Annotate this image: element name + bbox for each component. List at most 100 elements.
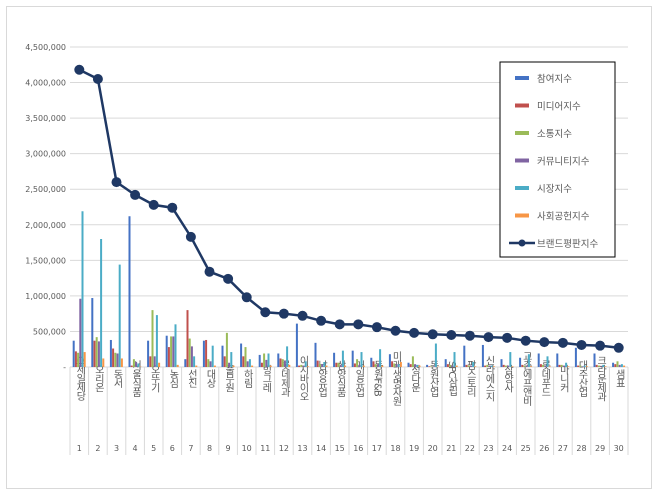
bar-3 [281,359,284,367]
brand-index-point [223,273,234,284]
y-tick-label: 1,500,000 [25,256,66,265]
legend-label: 참여지수 [537,73,572,85]
legend-swatch [515,76,529,80]
bar-5 [583,365,586,367]
bar-2 [130,365,133,367]
category-label: 빙그레 [260,364,272,393]
category-label: SPC삼립 [446,361,458,396]
bar-1 [463,345,466,367]
brand-index-point [595,340,606,351]
bar-6 [604,366,607,367]
y-tick-label: 4,500,000 [25,43,66,52]
bar-5 [230,352,233,367]
rank-label: 12 [279,444,289,453]
bar-2 [353,363,356,367]
bar-4 [469,365,472,367]
legend-marker [518,239,526,247]
bar-3 [542,364,545,367]
category-label: 동원F&B [371,360,383,397]
bar-2 [391,361,394,367]
bar-1 [128,216,131,367]
rank-label: 27 [558,444,568,453]
bar-6 [195,365,198,367]
bar-3 [597,365,600,367]
legend-swatch [515,158,529,163]
category-label: 크라운제과 [595,356,607,403]
bar-6 [232,365,235,367]
brand-index-point [111,177,122,188]
bar-4 [246,361,249,367]
bar-3 [151,310,154,367]
bar-1 [500,359,503,367]
bar-4 [302,365,305,367]
bar-6 [83,352,86,367]
bar-5 [100,239,103,367]
bar-5 [81,211,84,367]
bar-3 [356,359,359,367]
brand-index-point [427,329,438,340]
rank-label: 4 [133,444,138,453]
brand-index-point [204,266,215,277]
bar-6 [585,366,588,367]
category-label: 이지바이오 [297,355,309,400]
bar-2 [372,361,375,367]
bar-2 [539,364,542,367]
bar-4 [339,364,342,367]
bar-2 [112,348,115,367]
bar-3 [77,352,80,367]
category-label: 대주산업 [576,360,588,397]
bar-5 [397,364,400,367]
bar-3 [393,363,396,367]
bar-1 [444,359,447,367]
bar-4 [600,366,603,367]
rank-label: 18 [390,444,400,453]
bar-2 [409,364,412,367]
bar-4 [618,364,621,367]
bar-1 [295,323,298,367]
bar-1 [165,335,168,367]
category-label: 서울식품 [130,360,142,397]
rank-label: 13 [297,444,307,453]
legend-label: 미디어지수 [537,102,581,113]
category-label: 정다운 [409,364,421,392]
bar-3 [170,336,173,367]
brand-index-point [557,337,568,348]
bar-2 [186,310,189,367]
bar-3 [579,365,582,367]
bar-2 [521,364,524,367]
bar-4 [581,366,584,367]
category-label: 팜스토리 [464,360,476,398]
bar-5 [416,364,419,367]
bar-4 [79,298,82,367]
category-label: 교촌에프앤비 [520,351,532,407]
rank-label: 23 [483,444,493,453]
brand-index-point [297,310,308,321]
bar-3 [263,353,266,367]
brand-index-point [130,189,141,200]
bar-6 [399,362,402,367]
brand-index-point [576,339,587,350]
bar-5 [174,324,177,367]
rank-label: 6 [170,444,175,453]
bar-6 [288,364,291,367]
bar-4 [507,365,510,367]
brand-index-point [92,74,103,84]
legend-swatch [515,131,529,135]
bar-3 [486,364,489,367]
legend-swatch [515,103,529,108]
bar-2 [223,356,226,367]
bar-6 [492,366,495,367]
rank-label: 26 [539,444,549,453]
bar-6 [567,366,570,367]
bar-2 [298,365,301,367]
bar-5 [472,362,475,367]
bar-1 [277,353,280,367]
y-tick-label: 1,000,000 [25,292,66,301]
bar-6 [325,365,328,367]
bar-2 [316,360,319,367]
bar-1 [314,342,317,367]
y-tick-label: 2,500,000 [25,185,66,194]
bar-3 [467,365,470,367]
rank-label: 21 [446,444,456,453]
